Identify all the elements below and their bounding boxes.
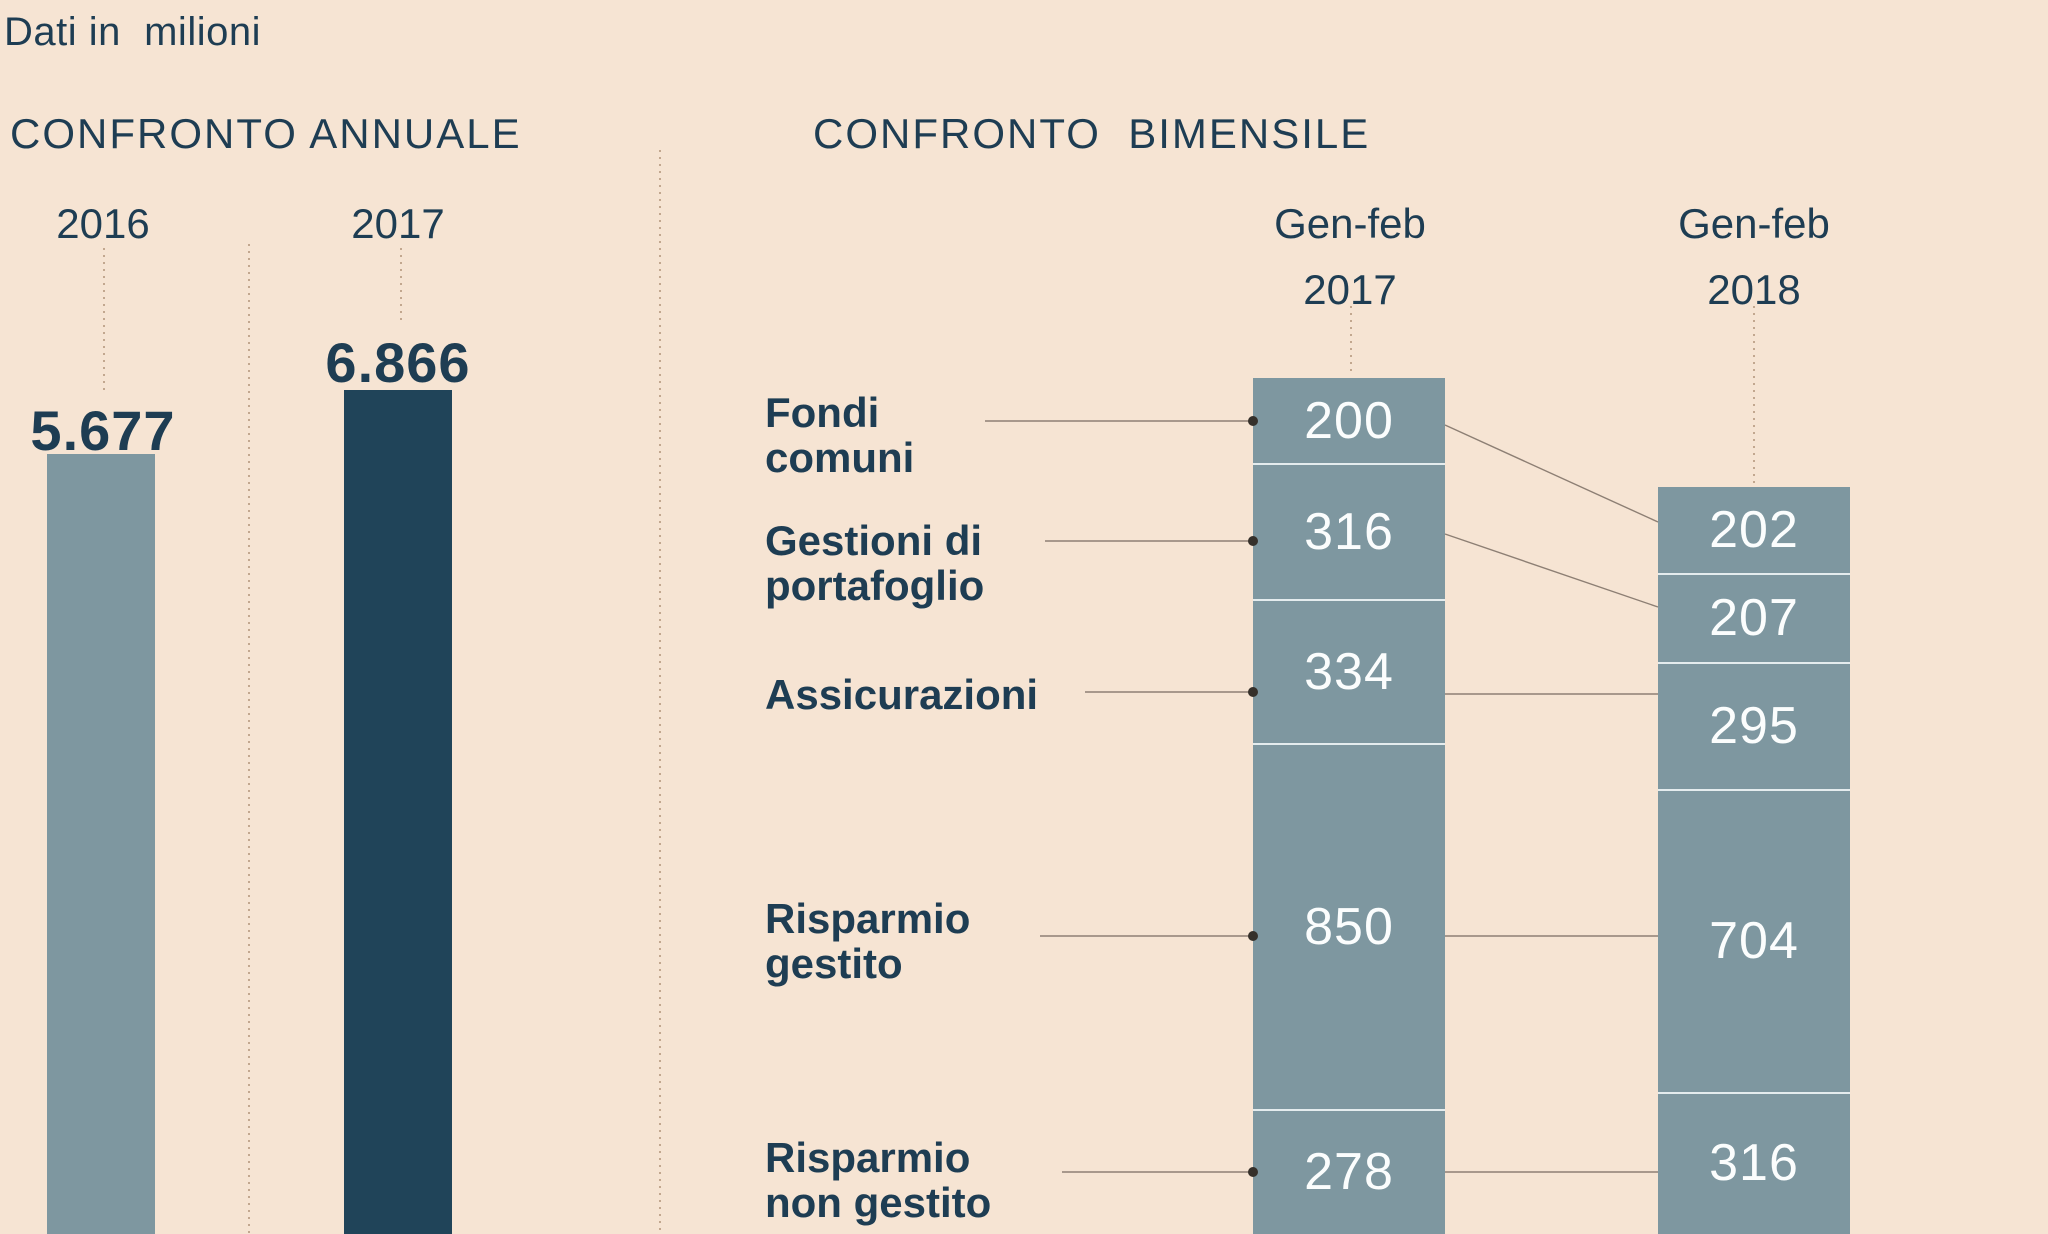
year-guide-dotted-line <box>103 248 105 394</box>
column-header-year-2018: 2018 <box>1707 266 1801 313</box>
segment-divider-line <box>1253 1108 1445 1111</box>
category-label-line: Risparmio <box>765 895 971 942</box>
segment-divider-line <box>1658 788 1850 791</box>
bar-2017 <box>344 390 452 1234</box>
segment-value: 202 <box>1709 501 1799 560</box>
segment-value: 200 <box>1304 392 1394 451</box>
segment-gestioni-di-portafoglio: 316 <box>1253 464 1445 601</box>
unit-note: Dati in milioni <box>4 10 261 54</box>
category-label-line: gestito <box>765 940 903 987</box>
segment-risparmio-gestito: 704 <box>1658 789 1850 1093</box>
grid-dotted-line <box>248 244 250 1234</box>
connector-line <box>1444 424 1659 523</box>
category-label-fondi-comuni: Fondi comuni <box>765 390 914 480</box>
category-label-line: Assicurazioni <box>765 671 1039 718</box>
segment-risparmio-non-gestito: 316 <box>1658 1092 1850 1234</box>
bar-value-label-2017: 6.866 <box>325 331 471 394</box>
segment-value: 316 <box>1304 503 1394 562</box>
connector-line <box>1444 533 1659 608</box>
leader-dot <box>1248 416 1258 426</box>
category-label-risparmio-gestito: Risparmio gestito <box>765 896 970 986</box>
bimonthly-chart-title: CONFRONTO BIMENSILE <box>813 110 1371 157</box>
category-label-line: non gestito <box>765 1179 992 1226</box>
leader-dot <box>1248 1167 1258 1177</box>
bar-2016 <box>47 454 155 1234</box>
segment-risparmio-gestito: 850 <box>1253 743 1445 1110</box>
column-header-year-2017: 2017 <box>1303 266 1397 313</box>
column-header-period-2018: Gen-feb <box>1678 200 1830 247</box>
year-label-2016: 2016 <box>56 200 150 247</box>
segment-value: 295 <box>1709 697 1799 756</box>
bar-value-label-2016: 5.677 <box>30 399 176 462</box>
category-label-assicurazioni: Assicurazioni <box>765 672 1038 717</box>
segment-fondi-comuni: 202 <box>1658 487 1850 574</box>
segment-divider-line <box>1253 463 1445 466</box>
annual-chart-title: CONFRONTO ANNUALE <box>10 110 522 157</box>
segment-gestioni-di-portafoglio: 207 <box>1658 573 1850 663</box>
column-header-period-2017: Gen-feb <box>1274 200 1426 247</box>
column-guide-dotted-line <box>1753 306 1755 484</box>
segment-divider-line <box>1658 1091 1850 1094</box>
category-label-line: Fondi <box>765 389 880 436</box>
section-separator-dotted-line <box>659 150 661 1234</box>
leader-dot <box>1248 931 1258 941</box>
segment-assicurazioni: 334 <box>1253 600 1445 744</box>
category-label-line: Gestioni di <box>765 517 983 564</box>
category-label-line: portafoglio <box>765 562 985 609</box>
segment-fondi-comuni: 200 <box>1253 378 1445 465</box>
year-label-2017: 2017 <box>351 200 445 247</box>
year-guide-dotted-line <box>400 248 402 322</box>
segment-value: 334 <box>1304 642 1394 701</box>
segment-value: 850 <box>1304 897 1394 956</box>
category-label-gestioni-di-portafoglio: Gestioni di portafoglio <box>765 518 984 608</box>
segment-risparmio-non-gestito: 278 <box>1253 1109 1445 1234</box>
category-label-line: Risparmio <box>765 1134 971 1181</box>
segment-divider-line <box>1658 661 1850 664</box>
segment-divider-line <box>1253 599 1445 602</box>
leader-dot <box>1248 536 1258 546</box>
column-guide-dotted-line <box>1350 306 1352 375</box>
leader-dot <box>1248 687 1258 697</box>
category-label-line: comuni <box>765 434 915 481</box>
segment-divider-line <box>1253 742 1445 745</box>
segment-value: 316 <box>1709 1134 1799 1193</box>
segment-value: 207 <box>1709 589 1799 648</box>
segment-assicurazioni: 295 <box>1658 662 1850 790</box>
category-label-risparmio-non-gestito: Risparmio non gestito <box>765 1135 991 1225</box>
segment-value: 704 <box>1709 912 1799 971</box>
segment-value: 278 <box>1304 1142 1394 1201</box>
segment-divider-line <box>1658 572 1850 575</box>
